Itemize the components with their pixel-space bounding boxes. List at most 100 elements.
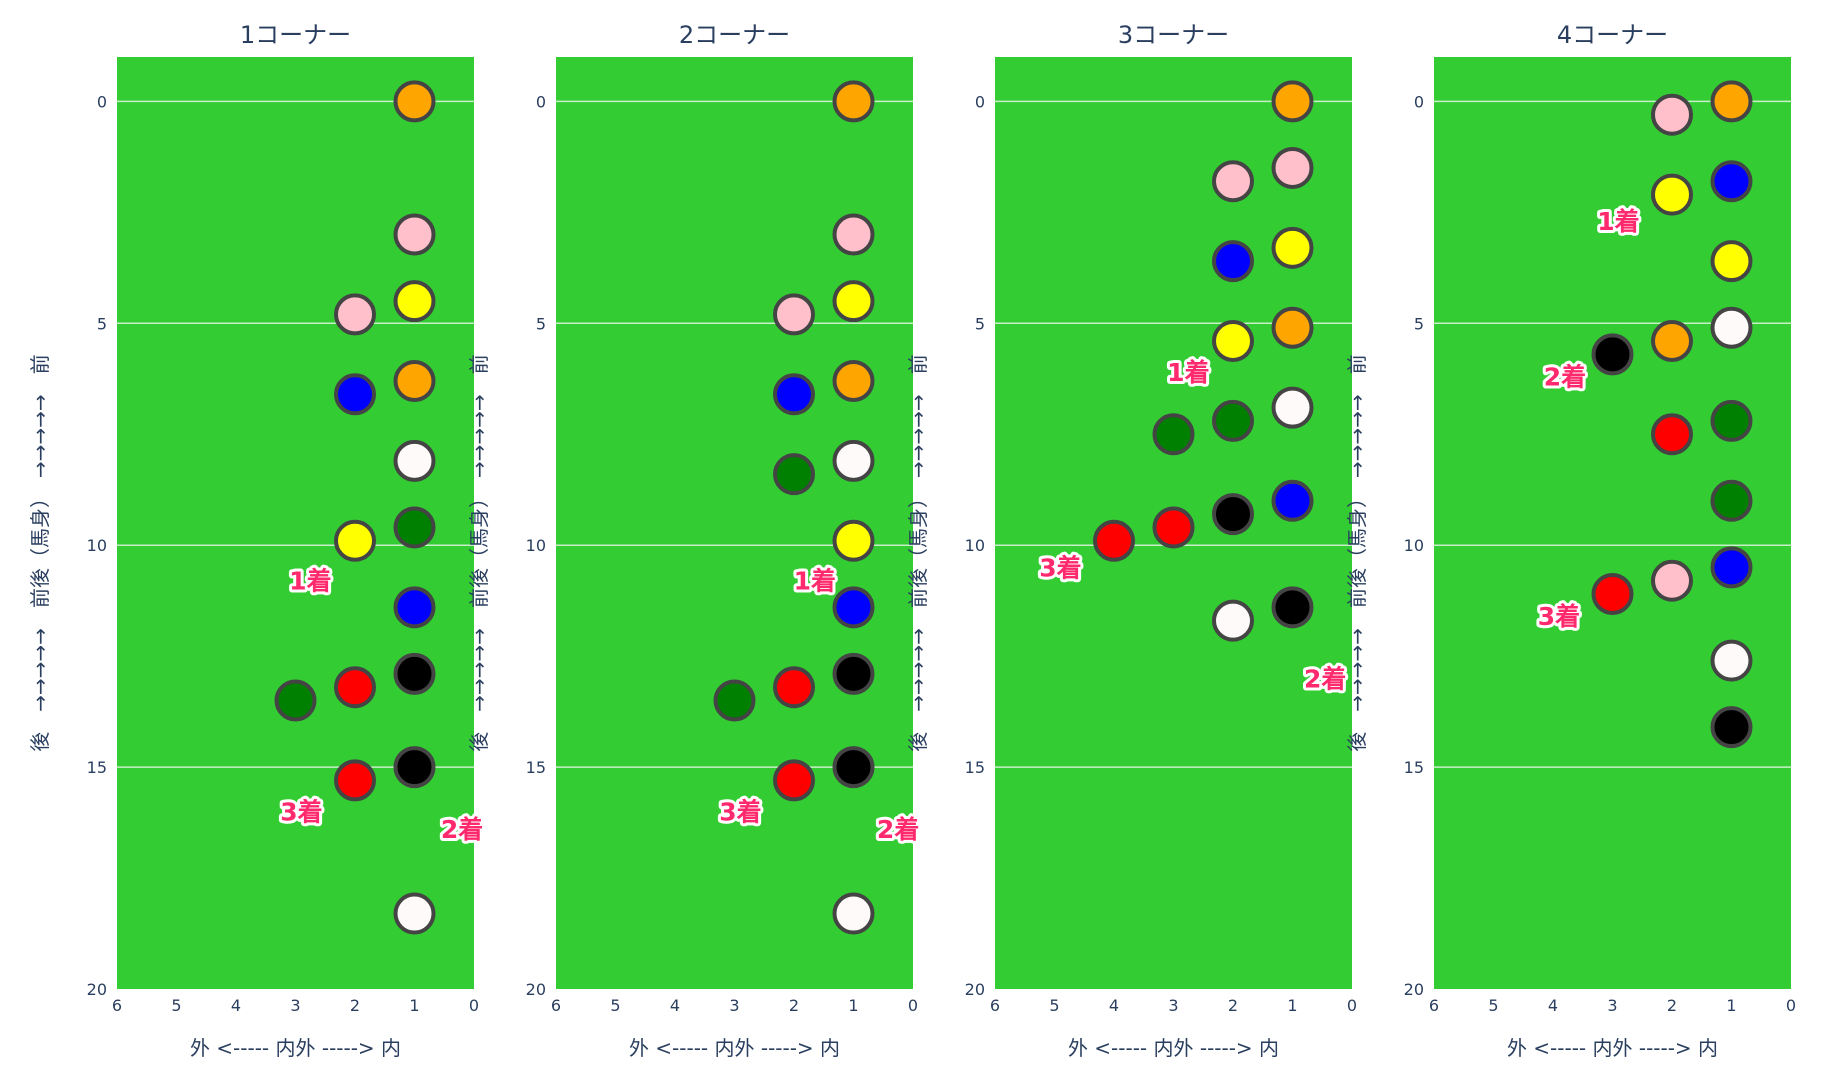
panel-2-y-tick-label: 10 [526,536,546,555]
panel-1-horse-marker-16 [393,892,436,935]
panel-2-y-tick-label: 15 [526,758,546,777]
panel-4-horse-marker-12 [1710,546,1753,589]
panel-1-x-tick-label: 5 [171,996,181,1015]
panel-3-x-tick-label: 3 [1168,996,1178,1015]
panel-1-horse-marker-12 [334,666,376,709]
panel-3-y-tick-label: 5 [975,314,985,333]
panel-3-horse-marker-12 [1212,493,1254,536]
panel-1-x-tick-label: 1 [409,996,419,1015]
panel-3-y-tick-label: 0 [975,92,985,111]
panel-4-y-axis-title: 後 →→→→→ 前後（馬身） →→→→→ 前 [1345,354,1369,752]
panel-2-x-tick-label: 4 [670,996,680,1015]
panel-4-x-tick-label: 0 [1786,996,1796,1015]
panel-1-x-tick-label: 6 [112,996,122,1015]
panel-1-horse-marker-13 [274,679,317,722]
panel-4-plot-area [1434,57,1791,989]
panel-2-horse-marker-12 [773,666,815,709]
panel-1-x-tick-label: 3 [290,996,300,1015]
panel-2-horse-marker-8 [773,453,815,496]
panel-4-y-tick-label: 0 [1414,92,1424,111]
panel-3-y-tick-label: 15 [965,758,985,777]
panel-3-horse-marker-13 [1152,506,1195,549]
panel-3-x-tick-label: 1 [1287,996,1297,1015]
panel-1-horse-marker-14 [393,746,436,789]
panel-3-x-tick-label: 0 [1347,996,1357,1015]
panel-3-horse-marker-10 [1152,413,1195,456]
panel-4-place-annotation: 2着 [1544,363,1586,392]
panel-1-horse-marker-11 [393,652,436,695]
panel-4-horse-marker-7 [1651,320,1693,363]
panel-2-place-annotation: 1着 [794,567,836,596]
panel-1-y-axis-title: 後 →→→→→ 前後（馬身） →→→→→ 前 [28,354,52,752]
panel-3-horse-marker-1 [1271,80,1314,123]
panel-2-horse-marker-1 [832,80,875,123]
panel-1-place-annotation: 2着 [441,815,483,844]
panel-2-horse-marker-4 [773,293,815,336]
panel-1-x-tick-label: 2 [350,996,360,1015]
panel-3-horse-marker-15 [1271,586,1314,629]
panel-4-horse-marker-13 [1651,559,1693,602]
panel-4-y-tick-label: 5 [1414,314,1424,333]
panel-3-horse-marker-2 [1271,146,1314,189]
panel-1-title: 1コーナー [240,21,351,49]
panel-3-y-axis-title: 後 →→→→→ 前後（馬身） →→→→→ 前 [906,354,930,752]
panel-2-x-tick-label: 0 [908,996,918,1015]
panel-4-x-axis-title: 外 <----- 内外 -----> 内 [1507,1036,1718,1060]
panel-1-horse-marker-5 [393,359,436,402]
panel-1-horse-marker-10 [393,586,436,629]
panel-2-horse-marker-7 [832,439,875,482]
panel-2-x-axis-title: 外 <----- 内外 -----> 内 [629,1036,840,1060]
panel-2-y-tick-label: 5 [536,314,546,333]
panel-4-horse-marker-1 [1710,80,1753,123]
panel-4-horse-marker-11 [1710,479,1753,522]
panel-2-horse-marker-5 [832,359,875,402]
panel-3-horse-marker-9 [1212,399,1254,442]
panel-4-title: 4コーナー [1557,21,1668,49]
panel-4-horse-marker-2 [1651,93,1693,136]
panel-4-y-tick-label: 15 [1404,758,1424,777]
panel-3-place-annotation: 2着 [1304,664,1346,693]
panel-2-horse-marker-15 [773,759,815,802]
panel-4-x-tick-label: 4 [1548,996,1558,1015]
panel-4-horse-marker-8 [1591,333,1634,376]
panel-1-horse-marker-15 [334,759,376,802]
panel-2-y-tick-label: 0 [536,92,546,111]
panel-4-x-tick-label: 5 [1488,996,1498,1015]
panel-1-horse-marker-6 [334,373,376,416]
panel-4-horse-marker-4 [1651,173,1693,216]
panel-2-x-tick-label: 5 [610,996,620,1015]
panel-1-horse-marker-8 [393,506,436,549]
panel-2-horse-marker-6 [773,373,815,416]
panel-3-title: 3コーナー [1118,21,1229,49]
panel-4-horse-marker-14 [1591,573,1634,616]
panel-1-y-tick-label: 0 [97,92,107,111]
panel-4-horse-marker-6 [1710,306,1753,349]
panel-2-place-annotation: 3着 [719,797,761,826]
panel-3-horse-marker-16 [1212,599,1254,642]
panel-1-horse-marker-2 [393,213,436,256]
panel-3-x-tick-label: 4 [1109,996,1119,1015]
panel-1-horse-marker-9 [334,519,376,562]
panel-1-place-annotation: 3着 [280,797,322,826]
panel-3-horse-marker-11 [1271,479,1314,522]
panel-4-place-annotation: 3着 [1538,602,1580,631]
panel-1-x-axis-title: 外 <----- 内外 -----> 内 [190,1036,401,1060]
panel-4-place-annotation: 1着 [1597,207,1639,236]
panel-4-y-tick-label: 20 [1404,980,1424,999]
panel-2-horse-marker-13 [713,679,756,722]
panel-4-horse-marker-15 [1710,639,1753,682]
panel-1-y-tick-label: 20 [87,980,107,999]
panel-1-horse-marker-4 [334,293,376,336]
panel-1-y-tick-label: 5 [97,314,107,333]
panel-1-x-tick-label: 4 [231,996,241,1015]
panel-3-place-annotation: 1着 [1167,358,1209,387]
panel-4-x-tick-label: 3 [1607,996,1617,1015]
panel-3-x-tick-label: 2 [1228,996,1238,1015]
panel-4-y-tick-label: 10 [1404,536,1424,555]
panel-2-horse-marker-3 [832,280,875,323]
panel-1-x-tick-label: 0 [469,996,479,1015]
panel-4-x-tick-label: 1 [1726,996,1736,1015]
panel-2-horse-marker-10 [832,586,875,629]
